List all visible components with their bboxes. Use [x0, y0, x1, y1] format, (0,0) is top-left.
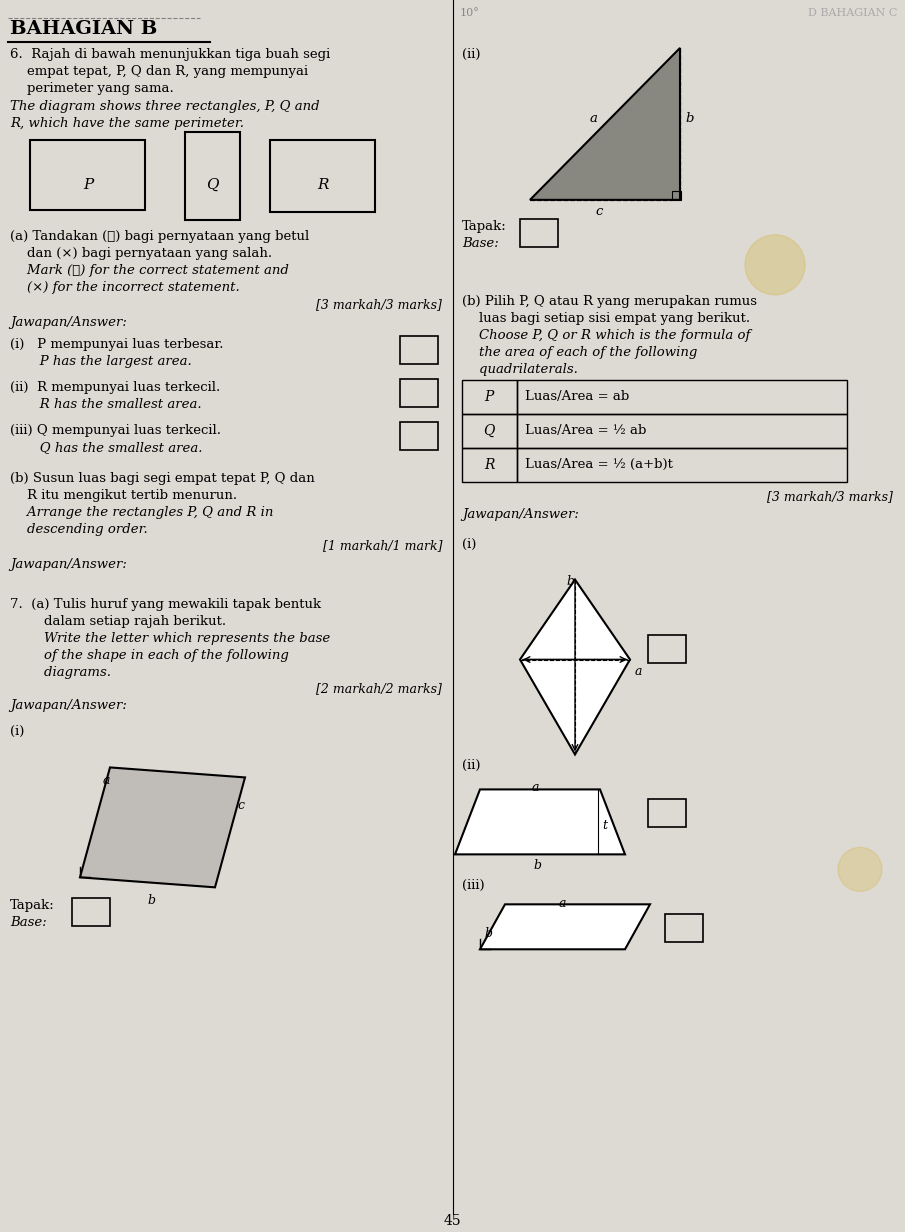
Text: Luas/Area = ½ ab: Luas/Area = ½ ab	[525, 424, 646, 437]
Bar	[517, 414, 847, 447]
Bar	[648, 800, 686, 828]
Text: (i): (i)	[10, 724, 24, 738]
Bar	[462, 414, 517, 447]
Text: c: c	[595, 205, 603, 218]
Text: a: a	[103, 775, 110, 787]
Text: b: b	[566, 574, 574, 588]
Text: (ii)  R mempunyai luas terkecil.: (ii) R mempunyai luas terkecil.	[10, 381, 220, 394]
Text: Jawapan/Answer:: Jawapan/Answer:	[462, 508, 579, 521]
Text: Base:: Base:	[10, 917, 47, 929]
Text: Mark (✓) for the correct statement and: Mark (✓) for the correct statement and	[10, 264, 289, 277]
Text: Jawapan/Answer:: Jawapan/Answer:	[10, 700, 127, 712]
Text: Tapak:: Tapak:	[462, 219, 507, 233]
Text: descending order.: descending order.	[10, 522, 148, 536]
Bar	[270, 140, 375, 212]
Text: luas bagi setiap sisi empat yang berikut.: luas bagi setiap sisi empat yang berikut…	[462, 312, 750, 325]
Text: D BAHAGIAN C: D BAHAGIAN C	[807, 7, 897, 18]
Text: a: a	[558, 897, 566, 910]
Text: (i)   P mempunyai luas terbesar.: (i) P mempunyai luas terbesar.	[10, 338, 224, 351]
Text: P has the largest area.: P has the largest area.	[10, 355, 192, 367]
Bar	[30, 140, 145, 209]
Bar	[72, 898, 110, 926]
Text: diagrams.: diagrams.	[10, 665, 111, 679]
Text: P: P	[83, 177, 93, 192]
Text: The diagram shows three rectangles, P, Q and: The diagram shows three rectangles, P, Q…	[10, 100, 319, 113]
Circle shape	[745, 235, 805, 294]
Bar	[185, 132, 240, 219]
Polygon shape	[520, 579, 630, 754]
Bar	[517, 379, 847, 414]
Text: b: b	[685, 112, 693, 124]
Bar	[672, 191, 681, 200]
Bar	[462, 447, 517, 482]
Text: Jawapan/Answer:: Jawapan/Answer:	[10, 558, 127, 570]
Text: 10°: 10°	[460, 7, 480, 18]
Text: Q: Q	[483, 424, 495, 437]
Polygon shape	[455, 790, 625, 854]
Bar	[648, 634, 686, 663]
Text: Write the letter which represents the base: Write the letter which represents the ba…	[10, 632, 330, 644]
Text: 45: 45	[443, 1214, 461, 1228]
Bar	[517, 447, 847, 482]
Text: c: c	[237, 800, 244, 812]
Text: Jawapan/Answer:: Jawapan/Answer:	[10, 315, 127, 329]
Text: (a) Tandakan (✓) bagi pernyataan yang betul: (a) Tandakan (✓) bagi pernyataan yang be…	[10, 230, 310, 243]
Text: a: a	[531, 781, 538, 795]
Text: the area of each of the following: the area of each of the following	[462, 346, 698, 359]
Text: perimeter yang sama.: perimeter yang sama.	[10, 83, 174, 95]
Polygon shape	[530, 48, 680, 200]
Text: a: a	[590, 112, 598, 124]
Text: [3 markah/3 marks]: [3 markah/3 marks]	[767, 489, 893, 503]
Text: (×) for the incorrect statement.: (×) for the incorrect statement.	[10, 281, 240, 293]
Text: (b) Susun luas bagi segi empat tepat P, Q dan: (b) Susun luas bagi segi empat tepat P, …	[10, 472, 315, 484]
Text: R, which have the same perimeter.: R, which have the same perimeter.	[10, 117, 244, 129]
Text: (iii): (iii)	[462, 880, 484, 892]
Text: (ii): (ii)	[462, 759, 481, 772]
Text: a: a	[635, 664, 643, 678]
Text: [3 markah/3 marks]: [3 markah/3 marks]	[316, 298, 442, 310]
Text: dan (×) bagi pernyataan yang salah.: dan (×) bagi pernyataan yang salah.	[10, 246, 272, 260]
Polygon shape	[80, 768, 245, 887]
Text: Q: Q	[205, 177, 218, 192]
Text: b: b	[484, 928, 492, 940]
Text: t: t	[602, 819, 607, 833]
Text: R itu mengikut tertib menurun.: R itu mengikut tertib menurun.	[10, 489, 237, 501]
Text: (iii) Q mempunyai luas terkecil.: (iii) Q mempunyai luas terkecil.	[10, 424, 221, 436]
Text: (b) Pilih P, Q atau R yang merupakan rumus: (b) Pilih P, Q atau R yang merupakan rum…	[462, 294, 757, 308]
Text: dalam setiap rajah berikut.: dalam setiap rajah berikut.	[10, 615, 226, 627]
Text: (ii): (ii)	[462, 48, 481, 60]
Text: 7.  (a) Tulis huruf yang mewakili tapak bentuk: 7. (a) Tulis huruf yang mewakili tapak b…	[10, 598, 321, 611]
Text: (i): (i)	[462, 537, 476, 551]
Text: [2 markah/2 marks]: [2 markah/2 marks]	[316, 683, 442, 696]
Text: 6.  Rajah di bawah menunjukkan tiga buah segi: 6. Rajah di bawah menunjukkan tiga buah …	[10, 48, 330, 60]
Bar	[462, 379, 517, 414]
Bar	[520, 219, 558, 246]
Text: Base:: Base:	[462, 237, 499, 250]
Text: BAHAGIAN B: BAHAGIAN B	[10, 20, 157, 38]
Text: P: P	[484, 389, 494, 404]
Text: of the shape in each of the following: of the shape in each of the following	[10, 648, 289, 662]
Text: empat tepat, P, Q dan R, yang mempunyai: empat tepat, P, Q dan R, yang mempunyai	[10, 65, 308, 78]
Text: Q has the smallest area.: Q has the smallest area.	[10, 441, 203, 453]
Text: Choose P, Q or R which is the formula of: Choose P, Q or R which is the formula of	[462, 329, 750, 341]
Text: R: R	[484, 457, 494, 472]
Circle shape	[838, 848, 882, 891]
Text: R: R	[318, 177, 329, 192]
Text: quadrilaterals.: quadrilaterals.	[462, 362, 578, 376]
Text: Arrange the rectangles P, Q and R in: Arrange the rectangles P, Q and R in	[10, 505, 273, 519]
Bar	[400, 421, 438, 450]
Text: [1 markah/1 mark]: [1 markah/1 mark]	[322, 540, 442, 553]
Bar	[400, 378, 438, 407]
Text: Tapak:: Tapak:	[10, 899, 54, 913]
Text: b: b	[147, 894, 155, 907]
Text: R has the smallest area.: R has the smallest area.	[10, 398, 202, 410]
Polygon shape	[480, 904, 650, 950]
Text: Luas/Area = ½ (a+b)t: Luas/Area = ½ (a+b)t	[525, 458, 673, 471]
Bar	[665, 914, 703, 942]
Text: b: b	[533, 860, 541, 872]
Text: Luas/Area = ab: Luas/Area = ab	[525, 391, 629, 403]
Bar	[400, 336, 438, 363]
